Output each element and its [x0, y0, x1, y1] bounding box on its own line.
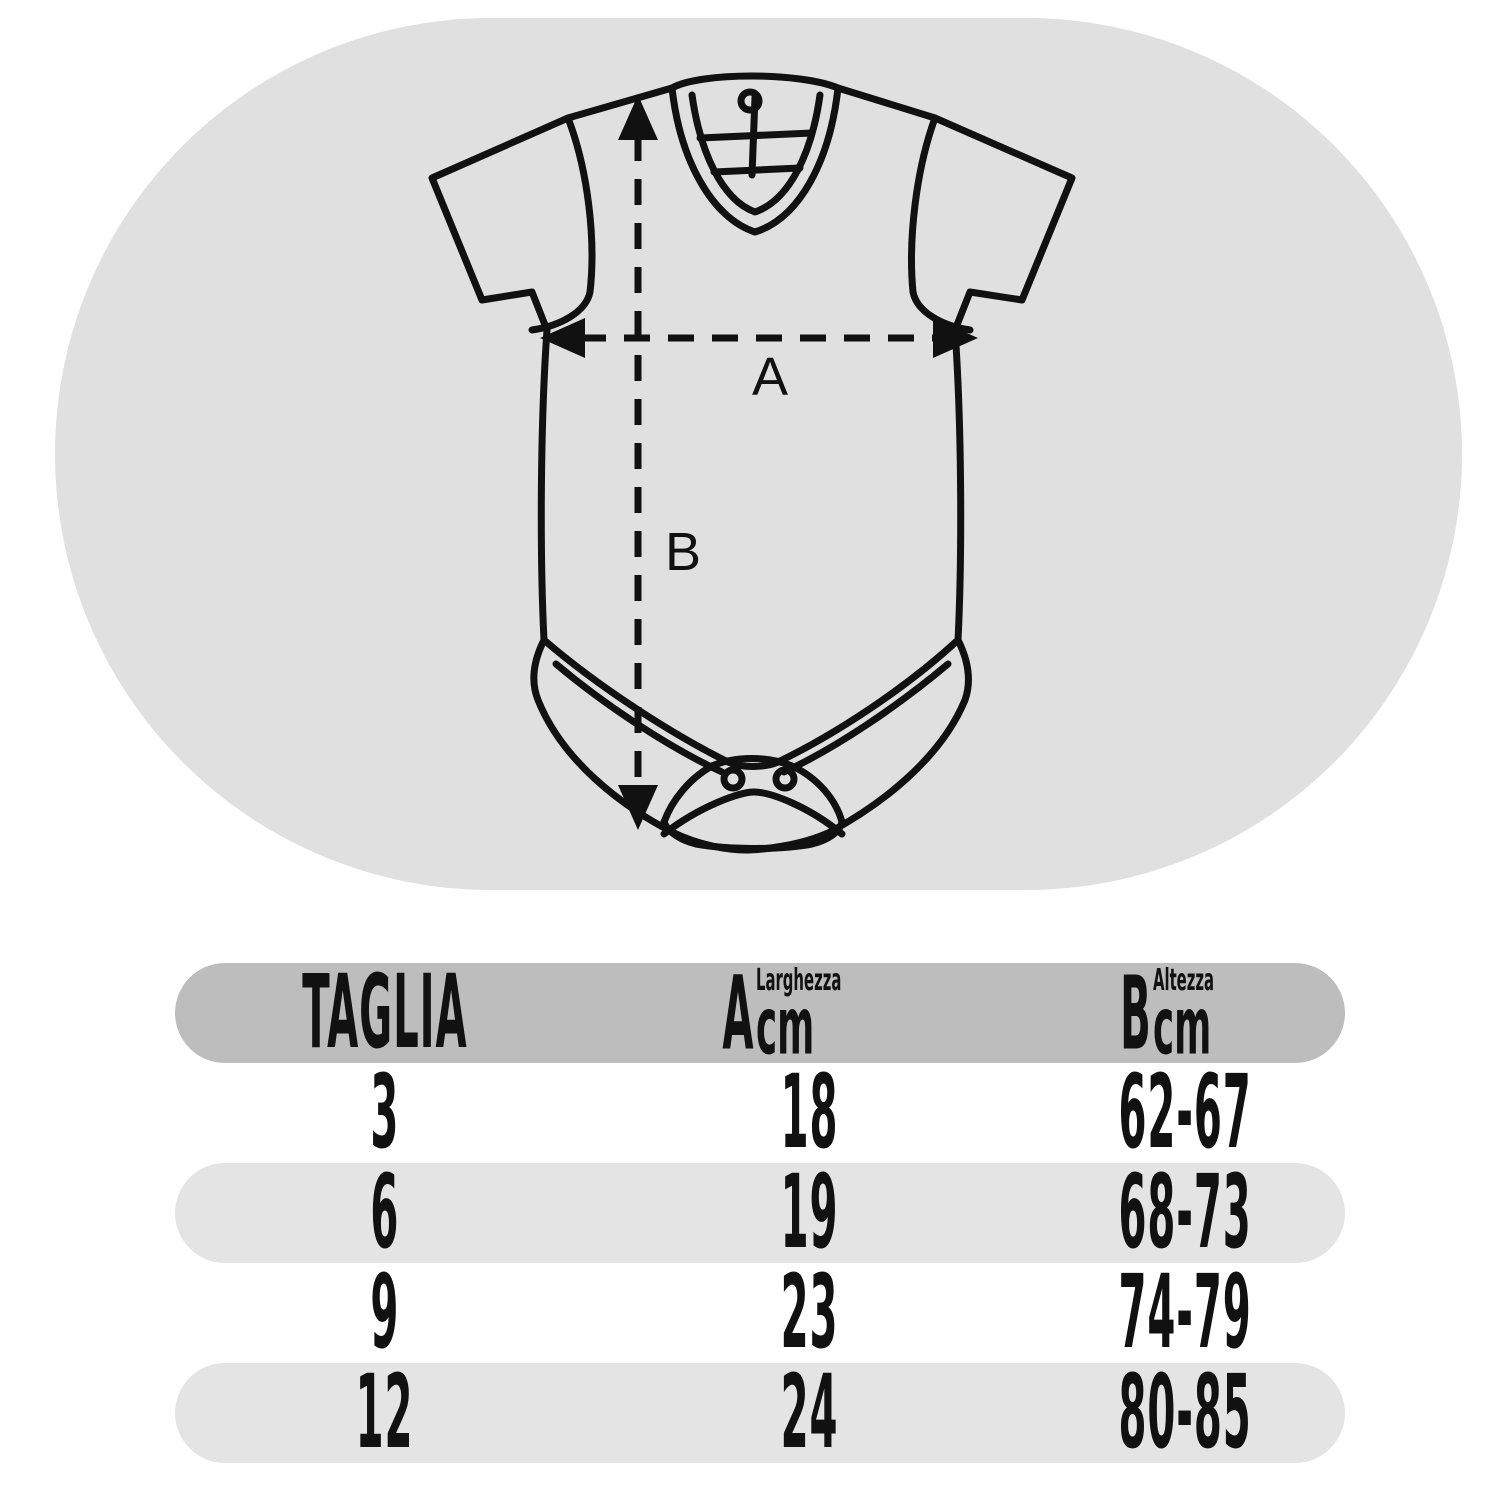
cell-a: 19	[595, 1154, 1025, 1272]
value-b: 80-85	[1118, 1354, 1252, 1472]
value-a: 24	[781, 1354, 839, 1472]
cell-b: 68-73	[1025, 1154, 1345, 1272]
table-row: 9 23 74-79	[175, 1254, 1345, 1372]
table-row: 3 18 62-67	[175, 1054, 1345, 1172]
value-a: 19	[781, 1154, 839, 1272]
header-b-meaning: Altezza	[1153, 962, 1215, 998]
cell-b: 74-79	[1025, 1254, 1345, 1372]
value-size: 3	[370, 1054, 400, 1172]
cell-size: 9	[175, 1254, 595, 1372]
cell-a: 24	[595, 1354, 1025, 1472]
header-cell-a: A Larghezza cm	[595, 954, 1025, 1073]
illustration-panel	[55, 18, 1462, 890]
header-size-label: TAGLIA	[302, 954, 468, 1072]
value-size: 12	[356, 1354, 414, 1472]
header-b-unit: cm	[1153, 980, 1212, 1073]
value-size: 6	[370, 1154, 400, 1272]
table-row: 6 19 68-73	[175, 1154, 1345, 1272]
table-row: 12 24 80-85	[175, 1354, 1345, 1472]
cell-size: 12	[175, 1354, 595, 1472]
cell-a: 18	[595, 1054, 1025, 1172]
header-a-letter: A	[722, 954, 754, 1073]
cell-a: 23	[595, 1254, 1025, 1372]
header-cell-b: B Altezza cm	[1025, 954, 1345, 1073]
cell-size: 6	[175, 1154, 595, 1272]
table-header-row: TAGLIA A Larghezza cm B Altezza cm	[175, 954, 1345, 1073]
cell-b: 80-85	[1025, 1354, 1345, 1472]
value-size: 9	[370, 1254, 400, 1372]
cell-size: 3	[175, 1054, 595, 1172]
value-b: 74-79	[1118, 1254, 1252, 1372]
cell-b: 62-67	[1025, 1054, 1345, 1172]
value-a: 23	[781, 1254, 839, 1372]
value-a: 18	[781, 1054, 839, 1172]
header-a-meaning: Larghezza	[756, 962, 842, 998]
value-b: 62-67	[1118, 1054, 1252, 1172]
header-cell-size: TAGLIA	[175, 954, 595, 1072]
header-a-unit: cm	[756, 980, 815, 1073]
header-b-letter: B	[1120, 954, 1151, 1073]
value-b: 68-73	[1118, 1154, 1252, 1272]
size-table: TAGLIA A Larghezza cm B Altezza cm	[175, 954, 1345, 1472]
